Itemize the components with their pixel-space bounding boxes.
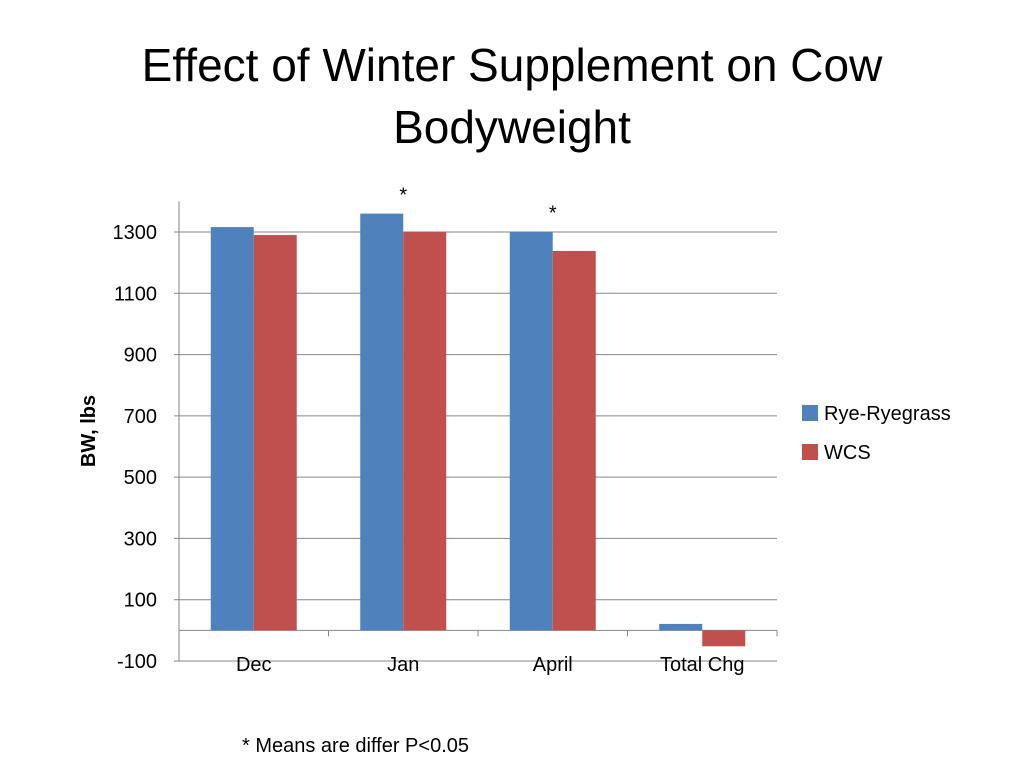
slide-title-line-2: Bodyweight (393, 101, 631, 153)
bar (360, 213, 404, 631)
x-tick-label: Dec (236, 654, 272, 676)
bar (552, 250, 596, 631)
legend-label: Rye-Ryegrass (824, 403, 951, 425)
y-tick-label: 500 (124, 467, 157, 489)
y-tick-label: 700 (124, 406, 157, 428)
x-tick-label: Jan (387, 654, 419, 676)
legend-swatch (802, 405, 818, 421)
legend-label: WCS (824, 442, 871, 464)
y-tick-label: 100 (124, 590, 157, 612)
bar (210, 227, 254, 631)
bar (659, 623, 703, 631)
y-tick-label: 300 (124, 528, 157, 550)
legend-swatch (802, 444, 818, 460)
y-tick-label: 900 (124, 345, 157, 367)
bar (509, 231, 553, 631)
y-tick-label: -100 (117, 651, 157, 673)
y-tick-label: 1100 (114, 283, 157, 305)
x-tick-label: Total Chg (660, 654, 745, 676)
bar (253, 235, 297, 631)
x-tick-label: April (533, 654, 573, 676)
slide-title-line-1: Effect of Winter Supplement on Cow (141, 39, 883, 91)
significance-marker: * (399, 185, 407, 207)
slide-title: Effect of Winter Supplement on Cow Bodyw… (0, 34, 1024, 158)
bar (702, 630, 746, 647)
footnote: * Means are differ P<0.05 (242, 735, 469, 757)
bar (403, 231, 447, 631)
y-axis-title: BW, lbs (78, 395, 100, 467)
y-tick-label: 1300 (113, 222, 158, 244)
significance-marker: * (549, 203, 557, 225)
